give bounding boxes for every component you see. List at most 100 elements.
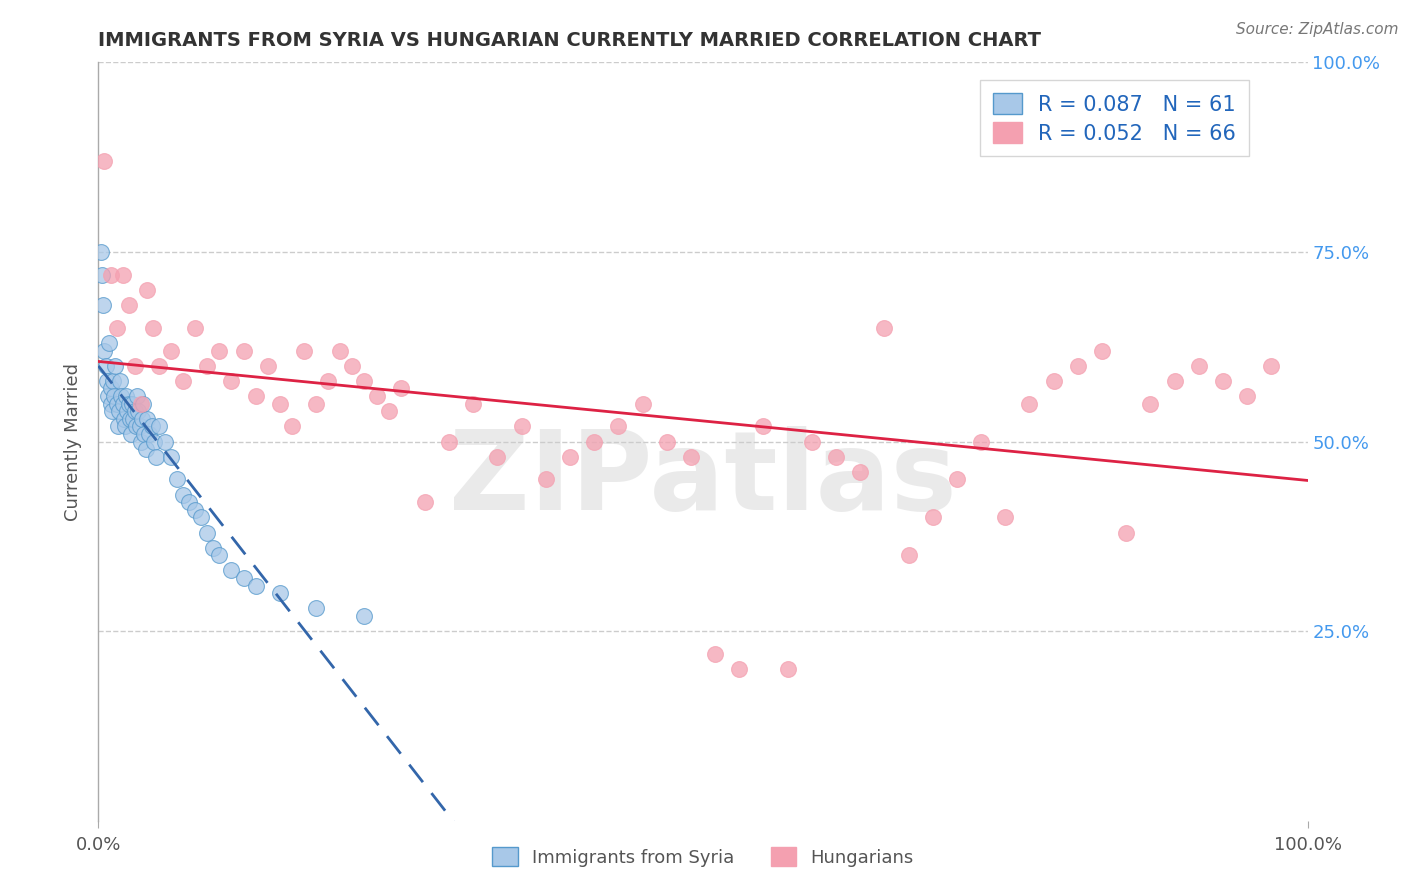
- Point: [108, 404, 131, 418]
- Point: [1139, 396, 1161, 410]
- Text: Source: ZipAtlas.com: Source: ZipAtlas.com: [1236, 22, 1399, 37]
- Point: [558, 450, 581, 464]
- Point: [679, 450, 702, 464]
- Point: [195, 525, 218, 540]
- Point: [353, 608, 375, 623]
- Point: [245, 389, 267, 403]
- Y-axis label: Currently Married: Currently Married: [65, 362, 83, 521]
- Point: [342, 359, 364, 373]
- Point: [704, 647, 727, 661]
- Point: [486, 450, 509, 464]
- Point: [103, 389, 125, 403]
- Point: [202, 541, 225, 555]
- Point: [117, 404, 139, 418]
- Point: [184, 320, 207, 334]
- Point: [184, 503, 207, 517]
- Point: [135, 283, 157, 297]
- Legend: Immigrants from Syria, Hungarians: Immigrants from Syria, Hungarians: [485, 840, 921, 874]
- Text: ZIPatlas: ZIPatlas: [449, 426, 957, 533]
- Point: [172, 374, 194, 388]
- Text: IMMIGRANTS FROM SYRIA VS HUNGARIAN CURRENTLY MARRIED CORRELATION CHART: IMMIGRANTS FROM SYRIA VS HUNGARIAN CURRE…: [98, 30, 1042, 50]
- Point: [256, 359, 278, 373]
- Point: [129, 396, 152, 410]
- Point: [90, 244, 112, 259]
- Point: [463, 396, 485, 410]
- Point: [122, 412, 145, 426]
- Point: [124, 404, 146, 418]
- Point: [329, 343, 352, 358]
- Point: [125, 419, 148, 434]
- Point: [135, 442, 157, 457]
- Point: [138, 427, 160, 442]
- Point: [111, 268, 134, 282]
- Point: [195, 359, 218, 373]
- Point: [172, 487, 194, 501]
- Point: [129, 434, 152, 449]
- Point: [316, 374, 339, 388]
- Point: [124, 359, 146, 373]
- Point: [1042, 374, 1064, 388]
- Point: [607, 419, 630, 434]
- Point: [100, 382, 122, 396]
- Point: [110, 389, 132, 403]
- Point: [112, 412, 135, 426]
- Point: [970, 434, 993, 449]
- Point: [292, 343, 315, 358]
- Point: [104, 359, 127, 373]
- Point: [115, 389, 138, 403]
- Point: [118, 412, 141, 426]
- Point: [776, 662, 799, 676]
- Point: [141, 419, 163, 434]
- Point: [127, 404, 149, 418]
- Point: [221, 374, 243, 388]
- Point: [142, 320, 165, 334]
- Point: [232, 343, 254, 358]
- Point: [413, 495, 436, 509]
- Point: [121, 396, 143, 410]
- Point: [114, 419, 136, 434]
- Point: [873, 320, 896, 334]
- Point: [166, 473, 188, 487]
- Point: [93, 343, 115, 358]
- Point: [111, 396, 134, 410]
- Point: [849, 465, 872, 479]
- Point: [208, 343, 231, 358]
- Point: [131, 412, 153, 426]
- Point: [269, 586, 291, 600]
- Point: [132, 396, 155, 410]
- Point: [128, 419, 150, 434]
- Point: [100, 404, 122, 418]
- Point: [353, 374, 375, 388]
- Point: [105, 396, 128, 410]
- Point: [825, 450, 848, 464]
- Point: [148, 419, 170, 434]
- Point: [145, 450, 167, 464]
- Point: [96, 374, 118, 388]
- Point: [269, 396, 291, 410]
- Point: [921, 510, 943, 524]
- Point: [1260, 359, 1282, 373]
- Point: [94, 359, 117, 373]
- Point: [366, 389, 388, 403]
- Point: [728, 662, 751, 676]
- Point: [994, 510, 1017, 524]
- Point: [305, 601, 328, 615]
- Point: [160, 450, 183, 464]
- Point: [105, 320, 128, 334]
- Point: [97, 389, 120, 403]
- Point: [897, 548, 920, 563]
- Point: [281, 419, 304, 434]
- Point: [583, 434, 606, 449]
- Point: [148, 359, 170, 373]
- Point: [179, 495, 201, 509]
- Point: [510, 419, 533, 434]
- Point: [208, 548, 231, 563]
- Point: [946, 473, 969, 487]
- Point: [91, 298, 114, 312]
- Legend: R = 0.087   N = 61, R = 0.052   N = 66: R = 0.087 N = 61, R = 0.052 N = 66: [980, 80, 1249, 156]
- Point: [305, 396, 328, 410]
- Point: [1018, 396, 1040, 410]
- Point: [1212, 374, 1234, 388]
- Point: [1188, 359, 1211, 373]
- Point: [93, 153, 115, 168]
